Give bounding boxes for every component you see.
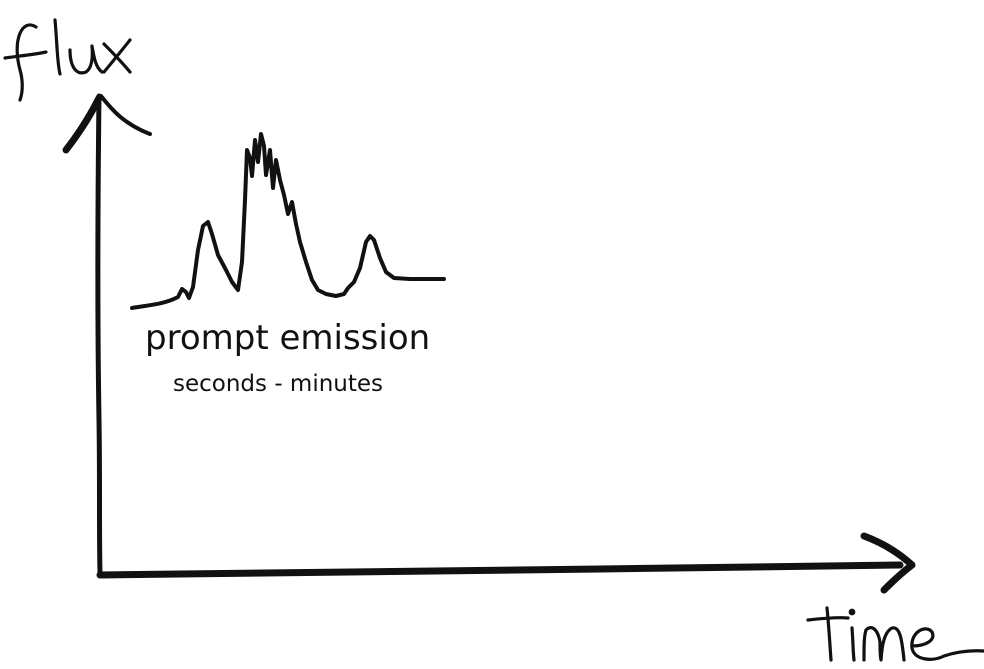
prompt-emission-label: prompt emission <box>145 318 431 358</box>
y-axis-label-glyphs <box>3 18 132 102</box>
x-axis-label-glyphs <box>806 606 984 662</box>
x-axis <box>96 532 916 594</box>
y-axis <box>62 93 152 576</box>
prompt-emission-timescale: seconds - minutes <box>173 371 384 397</box>
prompt-emission-curve <box>130 132 446 310</box>
